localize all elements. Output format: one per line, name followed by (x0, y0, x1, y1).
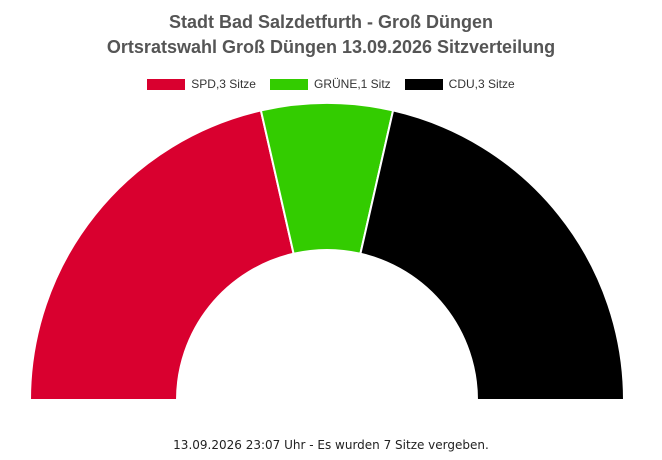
legend-swatch-spd (147, 78, 186, 90)
legend-swatch-gruene (269, 78, 308, 90)
seat-distribution-chart (28, 102, 626, 401)
legend-swatch-cdu (404, 78, 443, 90)
legend-item-spd[interactable]: SPD,3 Sitze (147, 77, 256, 91)
legend-item-cdu[interactable]: CDU,3 Sitze (404, 77, 515, 91)
legend-label-cdu: CDU,3 Sitze (448, 77, 515, 91)
chart-subtitle: Ortsratswahl Groß Düngen 13.09.2026 Sitz… (106, 37, 556, 57)
legend-item-gruene[interactable]: GRÜNE,1 Sitz (269, 77, 391, 91)
legend: SPD,3 Sitze GRÜNE,1 Sitz CDU,3 Sitze (0, 77, 662, 91)
legend-label-gruene: GRÜNE,1 Sitz (313, 77, 391, 91)
segment-spd[interactable] (28, 109, 295, 401)
footer-note: 13.09.2026 23:07 Uhr - Es wurden 7 Sitze… (173, 438, 489, 452)
segment-cdu[interactable] (359, 109, 626, 401)
legend-label-spd: SPD,3 Sitze (191, 77, 256, 91)
chart-title: Stadt Bad Salzdetfurth - Groß Düngen (169, 12, 493, 32)
